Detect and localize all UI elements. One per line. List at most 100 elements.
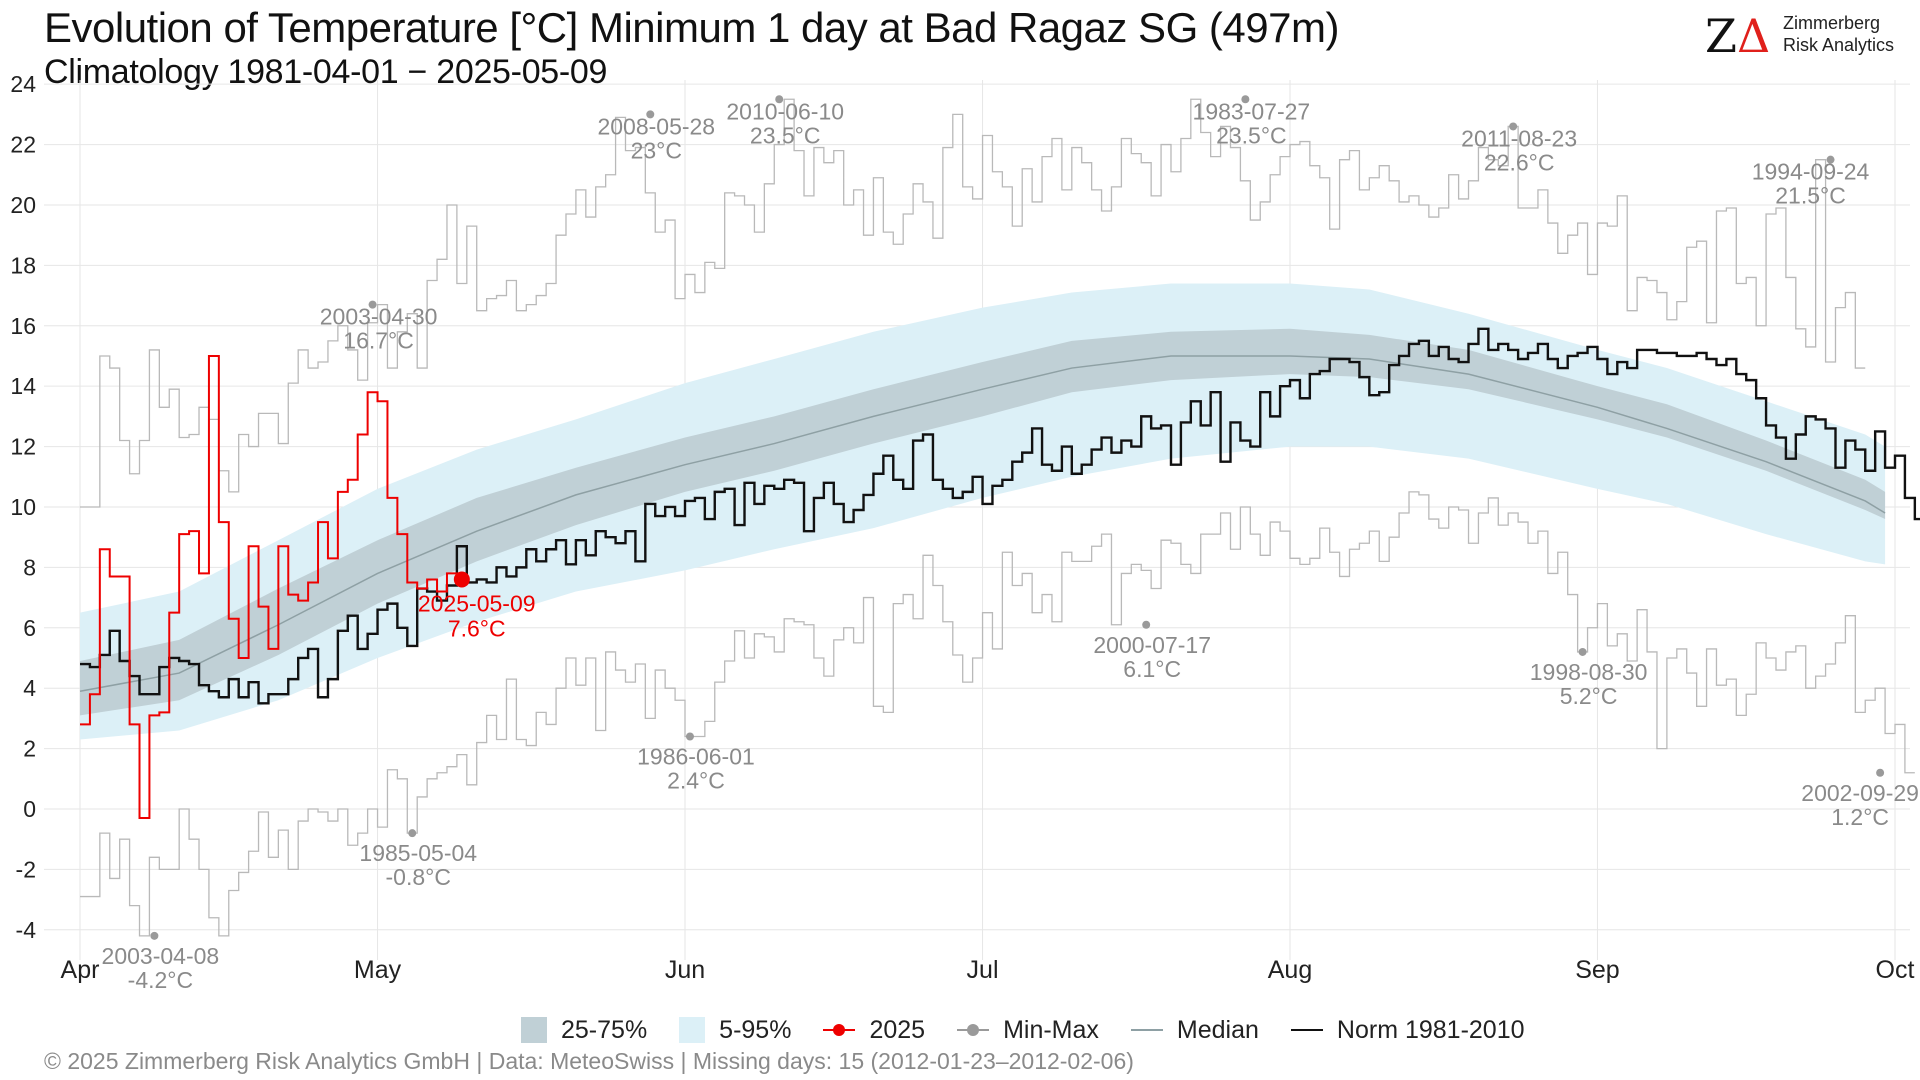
y-tick-label: 8 — [23, 554, 36, 580]
record-value-label: 5.2°C — [1560, 683, 1618, 709]
record-value-label: 1.2°C — [1831, 804, 1889, 830]
legend-label-median: Median — [1176, 1015, 1259, 1044]
record-date-label: 2010-06-10 — [726, 98, 844, 124]
record-value-label: 16.7°C — [343, 328, 414, 354]
record-value-label: 2.4°C — [667, 768, 725, 794]
legend: 25-75% 5-95% 2025 Min-Max Median Norm 19… — [521, 1013, 1525, 1047]
record-date-label: 2008-05-28 — [597, 113, 715, 139]
min-record-dot — [685, 732, 694, 741]
legend-item-2025: 2025 — [823, 1016, 925, 1045]
max-record-dot — [1509, 122, 1518, 131]
max-record-dot — [775, 95, 784, 104]
max-record-dot — [368, 300, 377, 309]
band-25-75 — [80, 328, 1886, 716]
max-record-line — [80, 98, 1866, 508]
band-5-95 — [80, 283, 1886, 740]
x-tick-label: Oct — [1876, 956, 1915, 984]
year-2025-line — [80, 354, 467, 820]
legend-swatch-norm — [1290, 1017, 1323, 1043]
logo-text: Zimmerberg Risk Analytics — [1783, 12, 1894, 56]
y-tick-label: 12 — [10, 434, 36, 460]
record-date-label: 2000-07-17 — [1093, 632, 1211, 658]
y-tick-label: -2 — [16, 856, 36, 882]
logo-line1: Zimmerberg — [1783, 13, 1881, 33]
record-value-label: 21.5°C — [1775, 183, 1846, 209]
y-tick-label: 22 — [10, 132, 36, 158]
max-record-dot — [1241, 95, 1250, 104]
y-tick-label: 6 — [23, 615, 36, 641]
record-date-label: 2003-04-08 — [102, 943, 220, 969]
record-value-label: 6.1°C — [1123, 656, 1181, 682]
legend-swatch-5-95 — [679, 1017, 706, 1043]
logo-mark: ZΔ — [1705, 10, 1770, 60]
record-date-label: 2003-04-30 — [320, 304, 438, 330]
legend-label-norm: Norm 1981-2010 — [1336, 1015, 1525, 1044]
record-date-label: 1998-08-30 — [1530, 659, 1648, 685]
y-tick-label: 2 — [23, 736, 36, 762]
legend-label-min-max: Min-Max — [1003, 1015, 1099, 1044]
min-record-dot — [1142, 620, 1151, 629]
min-record-dot — [150, 931, 159, 940]
min-record-line — [80, 491, 1915, 937]
chart-subtitle: Climatology 1981-04-01 − 2025-05-09 — [44, 53, 608, 91]
record-value-label: -4.2°C — [128, 967, 193, 993]
chart-title: Evolution of Temperature [°C] Minimum 1 … — [44, 4, 1339, 51]
legend-item-5-95: 5-95% — [679, 1016, 791, 1045]
x-tick-label: Apr — [61, 956, 100, 984]
norm-line-group — [80, 327, 1920, 705]
legend-label-2025: 2025 — [869, 1015, 926, 1044]
record-value-label: 23.5°C — [1216, 122, 1287, 148]
legend-label-25-75: 25-75% — [561, 1015, 648, 1044]
record-date-label: 1994-09-24 — [1752, 159, 1870, 185]
legend-item-25-75: 25-75% — [521, 1016, 647, 1045]
y-tick-label: 20 — [10, 192, 36, 218]
x-tick-label: Jul — [967, 956, 999, 984]
legend-swatch-median — [1130, 1017, 1163, 1043]
y-tick-label: 0 — [23, 796, 36, 822]
logo-line2: Risk Analytics — [1783, 35, 1895, 55]
footer-copyright: © 2025 Zimmerberg Risk Analytics GmbH | … — [44, 1048, 1134, 1074]
y-tick-label: -4 — [16, 917, 37, 943]
logo: ZΔ — [1705, 10, 1770, 60]
y-tick-label: 16 — [10, 313, 36, 339]
record-date-label: 1983-07-27 — [1193, 98, 1311, 124]
y-tick-label: 10 — [10, 494, 36, 520]
min-record-dot — [1876, 768, 1885, 777]
median-line-group — [79, 355, 1886, 692]
y-tick-label: 4 — [23, 675, 36, 701]
gridlines — [44, 80, 1910, 960]
max-record-dot — [646, 110, 655, 119]
legend-swatch-min-max — [957, 1017, 990, 1043]
year-2025-label-date: 2025-05-09 — [418, 590, 536, 616]
record-value-label: 22.6°C — [1484, 149, 1555, 175]
legend-swatch-2025 — [823, 1017, 856, 1043]
max-record-dot — [1826, 155, 1835, 164]
x-tick-label: Jun — [665, 956, 705, 984]
record-value-label: -0.8°C — [386, 864, 451, 890]
min-record-dot — [1578, 647, 1587, 656]
legend-label-5-95: 5-95% — [719, 1015, 792, 1044]
min-max-lines — [80, 98, 1915, 937]
record-date-label: 2002-09-29 — [1801, 780, 1919, 806]
year-2025-last-point — [453, 571, 470, 588]
x-tick-label: Aug — [1268, 956, 1312, 984]
percentile-bands — [80, 283, 1886, 740]
x-tick-label: Sep — [1575, 956, 1619, 984]
legend-item-median: Median — [1130, 1015, 1259, 1045]
y-tick-label: 18 — [10, 252, 36, 278]
y-tick-label: 14 — [10, 373, 36, 399]
year-2025-group: 2025-05-097.6°C — [80, 354, 536, 820]
x-tick-label: May — [354, 956, 402, 984]
record-value-label: 23°C — [631, 137, 682, 163]
legend-item-min-max: Min-Max — [957, 1016, 1099, 1045]
record-date-label: 2011-08-23 — [1461, 125, 1577, 151]
min-record-dot — [408, 829, 417, 838]
year-2025-label-value: 7.6°C — [448, 615, 506, 641]
median-line — [79, 355, 1886, 692]
record-value-label: 23.5°C — [750, 122, 821, 148]
record-date-label: 1985-05-04 — [359, 840, 477, 866]
legend-swatch-25-75 — [521, 1017, 547, 1043]
